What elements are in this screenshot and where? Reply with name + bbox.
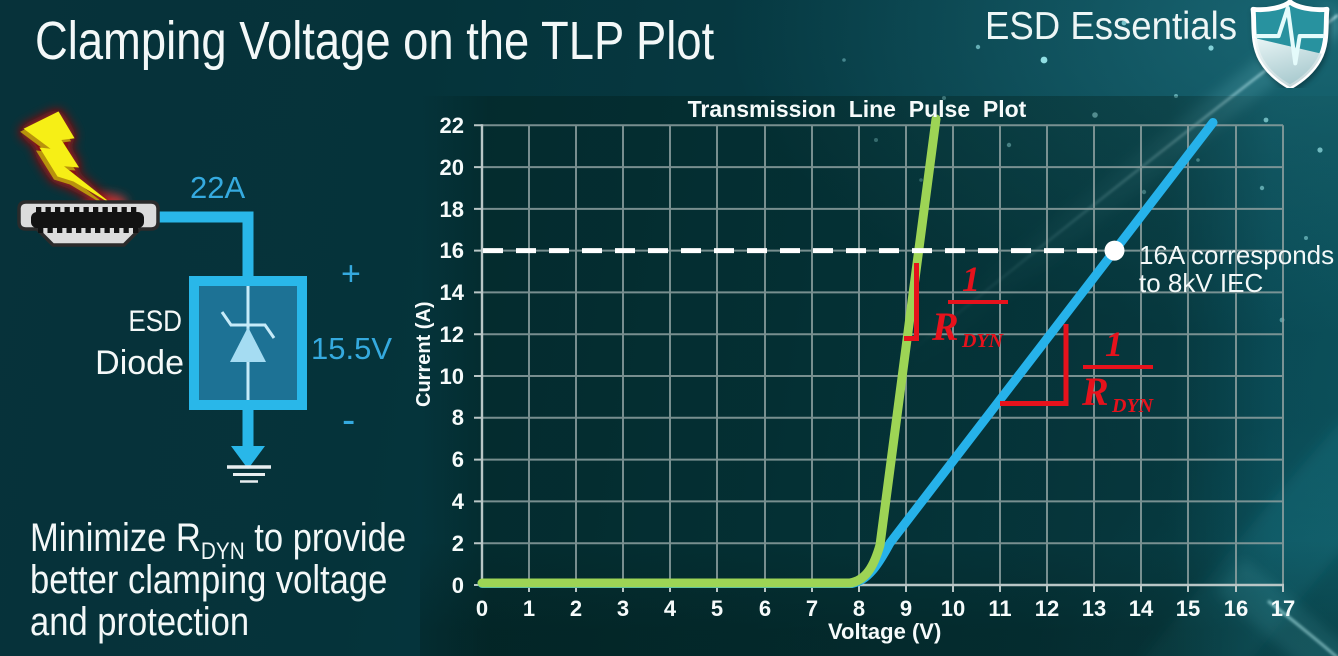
svg-text:R: R	[931, 304, 959, 349]
svg-text:0: 0	[452, 573, 464, 598]
svg-text:18: 18	[440, 197, 464, 222]
svg-text:DYN: DYN	[1111, 395, 1155, 417]
svg-text:6: 6	[452, 447, 464, 472]
svg-text:8: 8	[452, 405, 464, 430]
svg-text:12: 12	[440, 322, 464, 347]
svg-text:4: 4	[664, 596, 677, 621]
svg-text:16: 16	[1224, 596, 1248, 621]
svg-text:13: 13	[1082, 596, 1106, 621]
svg-text:1: 1	[962, 259, 980, 299]
svg-text:22: 22	[440, 113, 464, 138]
svg-text:6: 6	[759, 596, 771, 621]
svg-text:17: 17	[1271, 596, 1295, 621]
svg-text:14: 14	[1129, 596, 1154, 621]
svg-text:10: 10	[941, 596, 965, 621]
svg-text:14: 14	[440, 280, 465, 305]
svg-text:1: 1	[523, 596, 535, 621]
svg-text:16: 16	[440, 238, 464, 263]
svg-text:7: 7	[806, 596, 818, 621]
svg-text:0: 0	[476, 596, 488, 621]
svg-text:12: 12	[1035, 596, 1059, 621]
svg-text:1: 1	[1105, 324, 1123, 364]
svg-text:5: 5	[711, 596, 723, 621]
svg-text:10: 10	[440, 364, 464, 389]
svg-text:R: R	[1081, 369, 1109, 414]
svg-text:DYN: DYN	[961, 330, 1005, 352]
svg-text:3: 3	[617, 596, 629, 621]
svg-text:4: 4	[452, 489, 465, 514]
svg-text:2: 2	[570, 596, 582, 621]
svg-text:2: 2	[452, 531, 464, 556]
svg-text:9: 9	[900, 596, 912, 621]
svg-text:15: 15	[1176, 596, 1200, 621]
svg-text:8: 8	[853, 596, 865, 621]
svg-text:20: 20	[440, 155, 464, 180]
svg-text:11: 11	[988, 596, 1011, 621]
